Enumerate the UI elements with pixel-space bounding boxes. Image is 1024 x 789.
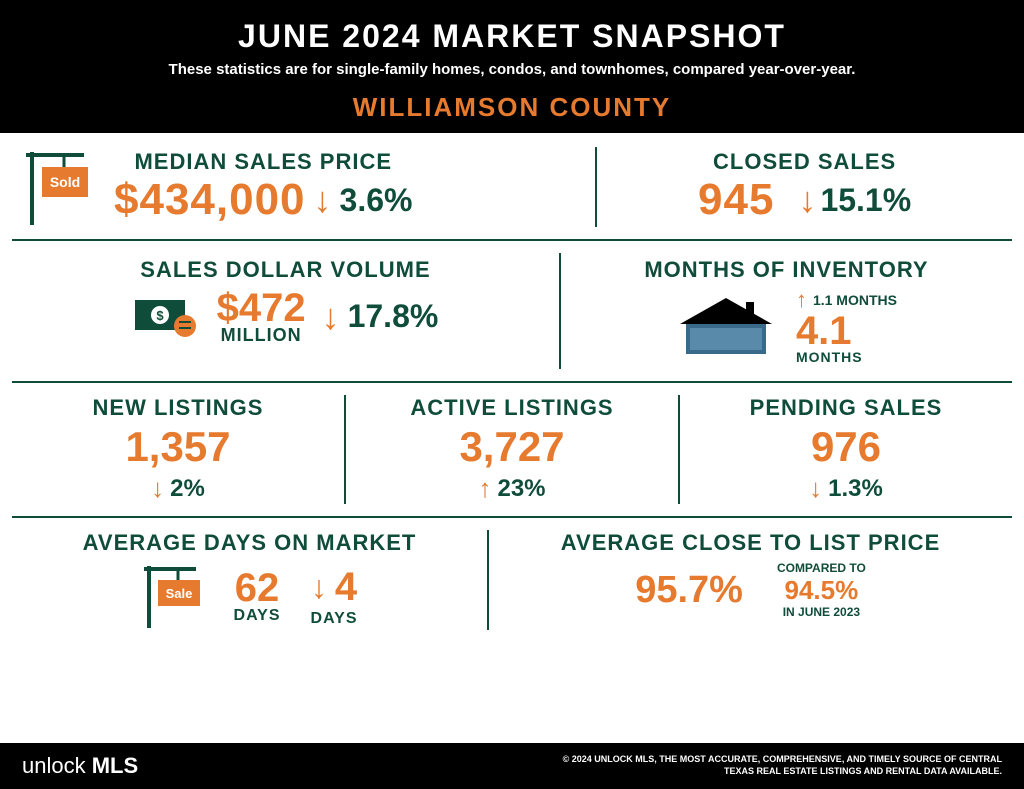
sale-sign-icon: Sale bbox=[142, 562, 204, 630]
page-subtitle: These statistics are for single-family h… bbox=[20, 61, 1004, 78]
svg-text:Sale: Sale bbox=[165, 586, 192, 601]
closed-sales-panel: CLOSED SALES 945 ↓ 15.1% bbox=[597, 147, 1012, 227]
dom-delta: 4 bbox=[335, 565, 357, 610]
dollar-volume-panel: SALES DOLLAR VOLUME $ $472 MILLION ↓ 17.… bbox=[12, 253, 561, 369]
dollar-volume-arrow-icon: ↓ bbox=[322, 299, 340, 335]
pending-sales-value: 976 bbox=[811, 423, 881, 471]
pending-sales-label: PENDING SALES bbox=[750, 395, 943, 421]
svg-text:Sold: Sold bbox=[50, 174, 80, 190]
inventory-change: 1.1 MONTHS bbox=[813, 292, 897, 308]
closed-sales-value: 945 bbox=[698, 175, 774, 225]
page-title: JUNE 2024 MARKET SNAPSHOT bbox=[20, 18, 1004, 55]
house-icon bbox=[676, 294, 776, 358]
new-listings-panel: NEW LISTINGS 1,357 ↓ 2% bbox=[12, 395, 344, 504]
county-name: WILLIAMSON COUNTY bbox=[20, 92, 1004, 123]
pending-sales-arrow-icon: ↓ bbox=[809, 473, 822, 504]
stats-body: Sold MEDIAN SALES PRICE $434,000 ↓ 3.6% … bbox=[0, 133, 1024, 644]
pending-sales-panel: PENDING SALES 976 ↓ 1.3% bbox=[680, 395, 1012, 504]
row-3: NEW LISTINGS 1,357 ↓ 2% ACTIVE LISTINGS … bbox=[12, 383, 1012, 518]
sold-sign-icon: Sold bbox=[24, 147, 94, 227]
dom-unit: DAYS bbox=[234, 608, 281, 624]
row-1: Sold MEDIAN SALES PRICE $434,000 ↓ 3.6% … bbox=[12, 133, 1012, 241]
dom-value: 62 bbox=[235, 568, 280, 608]
closed-sales-label: CLOSED SALES bbox=[713, 149, 896, 175]
days-on-market-panel: AVERAGE DAYS ON MARKET Sale 62 DAYS ↓ 4 bbox=[12, 530, 489, 630]
inventory-value: 4.1 bbox=[796, 313, 852, 349]
median-price-arrow-icon: ↓ bbox=[314, 182, 332, 218]
brand-logo: unlock MLS bbox=[22, 753, 138, 779]
new-listings-label: NEW LISTINGS bbox=[93, 395, 264, 421]
ctl-compare-value: 94.5% bbox=[785, 576, 859, 606]
new-listings-delta: 2% bbox=[170, 475, 205, 503]
closed-sales-arrow-icon: ↓ bbox=[798, 182, 816, 218]
median-price-label: MEDIAN SALES PRICE bbox=[134, 149, 392, 175]
ctl-compare-bottom: IN JUNE 2023 bbox=[783, 606, 860, 620]
median-price-delta: 3.6% bbox=[340, 182, 413, 219]
new-listings-value: 1,357 bbox=[125, 423, 230, 471]
row-4: AVERAGE DAYS ON MARKET Sale 62 DAYS ↓ 4 bbox=[12, 518, 1012, 644]
dollar-volume-value: $472 bbox=[217, 289, 306, 327]
active-listings-label: ACTIVE LISTINGS bbox=[410, 395, 613, 421]
new-listings-arrow-icon: ↓ bbox=[151, 473, 164, 504]
copyright-text: © 2024 UNLOCK MLS, THE MOST ACCURATE, CO… bbox=[562, 754, 1002, 777]
ctl-compare-top: COMPARED TO bbox=[777, 562, 866, 576]
dollar-volume-label: SALES DOLLAR VOLUME bbox=[140, 257, 430, 283]
dom-label: AVERAGE DAYS ON MARKET bbox=[83, 530, 417, 556]
ctl-value: 95.7% bbox=[635, 569, 743, 612]
active-listings-panel: ACTIVE LISTINGS 3,727 ↑ 23% bbox=[344, 395, 680, 504]
active-listings-arrow-icon: ↑ bbox=[478, 473, 491, 504]
header: JUNE 2024 MARKET SNAPSHOT These statisti… bbox=[0, 0, 1024, 133]
money-icon: $ bbox=[133, 292, 201, 342]
inventory-label: MONTHS OF INVENTORY bbox=[644, 257, 928, 283]
inventory-panel: MONTHS OF INVENTORY ↑ 1.1 MONTHS 4.1 MON… bbox=[561, 253, 1012, 369]
inventory-unit: MONTHS bbox=[796, 349, 863, 365]
dom-delta-unit: DAYS bbox=[311, 610, 358, 628]
active-listings-value: 3,727 bbox=[459, 423, 564, 471]
median-price-panel: Sold MEDIAN SALES PRICE $434,000 ↓ 3.6% bbox=[12, 147, 597, 227]
brand-suffix: MLS bbox=[92, 753, 138, 778]
median-price-value: $434,000 bbox=[114, 175, 306, 225]
svg-text:$: $ bbox=[156, 308, 164, 323]
brand-prefix: unlock bbox=[22, 753, 92, 778]
dollar-volume-delta: 17.8% bbox=[348, 298, 439, 335]
ctl-label: AVERAGE CLOSE TO LIST PRICE bbox=[561, 530, 940, 556]
dollar-volume-unit: MILLION bbox=[221, 327, 302, 344]
footer: unlock MLS © 2024 UNLOCK MLS, THE MOST A… bbox=[0, 743, 1024, 789]
closed-sales-delta: 15.1% bbox=[820, 182, 911, 219]
dom-arrow-icon: ↓ bbox=[311, 569, 327, 606]
row-2: SALES DOLLAR VOLUME $ $472 MILLION ↓ 17.… bbox=[12, 241, 1012, 383]
active-listings-delta: 23% bbox=[497, 475, 545, 503]
close-to-list-panel: AVERAGE CLOSE TO LIST PRICE 95.7% COMPAR… bbox=[489, 530, 1012, 630]
pending-sales-delta: 1.3% bbox=[828, 475, 883, 503]
